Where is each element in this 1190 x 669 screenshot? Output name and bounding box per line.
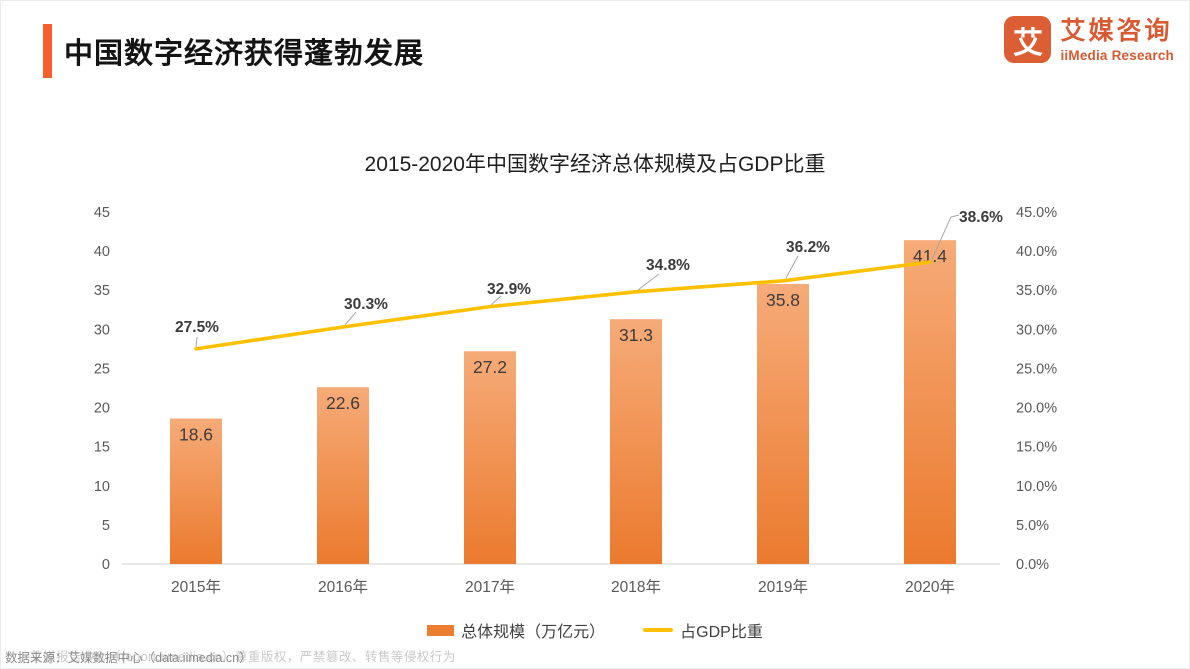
right-axis-tick: 25.0% [1016, 361, 1057, 377]
right-axis-tick: 0.0% [1016, 557, 1049, 573]
gdp-share-label: 27.5% [175, 319, 219, 336]
bar-2017年 [464, 351, 516, 564]
iimedia-logo-icon: 艾 [1004, 16, 1052, 63]
left-axis-tick: 40 [94, 244, 110, 260]
right-axis-tick: 10.0% [1016, 479, 1057, 495]
left-axis-tick: 30 [94, 322, 110, 338]
left-axis-tick: 45 [94, 205, 110, 221]
right-axis-tick: 45.0% [1016, 205, 1057, 221]
bar-2016年 [317, 387, 369, 564]
bar-value-label: 27.2 [473, 357, 507, 377]
left-axis-tick: 15 [94, 440, 110, 456]
chart-title: 2015-2020年中国数字经济总体规模及占GDP比重 [364, 153, 826, 176]
x-axis-label: 2020年 [905, 578, 955, 596]
page-title: 中国数字经济获得蓬勃发展 [64, 38, 425, 70]
gdp-share-label: 32.9% [487, 281, 531, 298]
x-axis-label: 2019年 [758, 578, 808, 596]
label-leader-line [195, 336, 198, 348]
left-axis-tick: 0 [102, 557, 110, 573]
gdp-share-label: 30.3% [344, 296, 388, 313]
bar-series-label: 总体规模（万亿元） [461, 624, 606, 641]
bar-2020年 [904, 240, 956, 564]
title-accent-bar [43, 24, 52, 78]
right-axis-tick: 20.0% [1016, 401, 1057, 417]
copyright-watermark: 艾媒报告中心（report.iimedia.cn）尊重版权，严禁篡改、转售等侵权… [30, 650, 456, 664]
bar-value-label: 31.3 [619, 325, 653, 345]
legend-item-bar: 总体规模（万亿元） [427, 618, 605, 642]
bar-series-swatch [427, 624, 455, 636]
left-axis-tick: 25 [94, 361, 110, 377]
logo-brand-cn: 艾媒咨询 [1060, 17, 1173, 45]
gdp-share-label: 34.8% [646, 257, 690, 274]
x-axis-label: 2017年 [465, 578, 515, 596]
label-leader-line [637, 273, 660, 291]
label-leader-line [344, 311, 357, 326]
right-axis-tick: 30.0% [1016, 322, 1057, 338]
gdp-share-label: 36.2% [786, 239, 830, 256]
bar-value-label: 18.6 [179, 425, 213, 445]
bar-2019年 [757, 283, 809, 564]
bar-2015年 [170, 418, 222, 564]
bar-value-label: 22.6 [326, 393, 360, 413]
right-axis-tick: 35.0% [1016, 283, 1057, 299]
gdp-share-label: 38.6% [959, 209, 1003, 226]
left-axis-tick: 20 [94, 401, 110, 417]
bar-value-label: 35.8 [766, 290, 800, 310]
data-source-note: 数据来源：艾媒数据中心（data.iimedia.cn） [5, 651, 252, 665]
x-axis-label: 2016年 [318, 578, 368, 596]
line-series-swatch [643, 628, 674, 632]
legend-item-line: 占GDP比重 [643, 618, 763, 642]
label-leader-line [490, 295, 502, 306]
iimedia-logo: 艾 艾媒咨询 iiMedia Research [1004, 16, 1174, 63]
left-axis-tick: 5 [102, 518, 110, 534]
logo-brand-en: iiMedia Research [1060, 48, 1174, 63]
left-axis-tick: 10 [94, 479, 110, 495]
right-axis-tick: 40.0% [1016, 244, 1057, 260]
bar-value-label: 41.4 [913, 246, 947, 266]
label-leader-line [931, 214, 960, 260]
bar-2018年 [610, 319, 662, 564]
label-leader-line [785, 255, 799, 279]
x-axis-label: 2015年 [171, 578, 221, 596]
right-axis-tick: 15.0% [1016, 440, 1057, 456]
chart-legend: 总体规模（万亿元） 占GDP比重 [0, 618, 1190, 642]
left-axis-tick: 35 [94, 283, 110, 299]
x-axis-label: 2018年 [611, 578, 661, 596]
gdp-share-line [194, 260, 932, 351]
logo-text: 艾媒咨询 iiMedia Research [1060, 16, 1174, 63]
line-series-label: 占GDP比重 [680, 624, 763, 641]
right-axis-tick: 5.0% [1016, 518, 1049, 534]
